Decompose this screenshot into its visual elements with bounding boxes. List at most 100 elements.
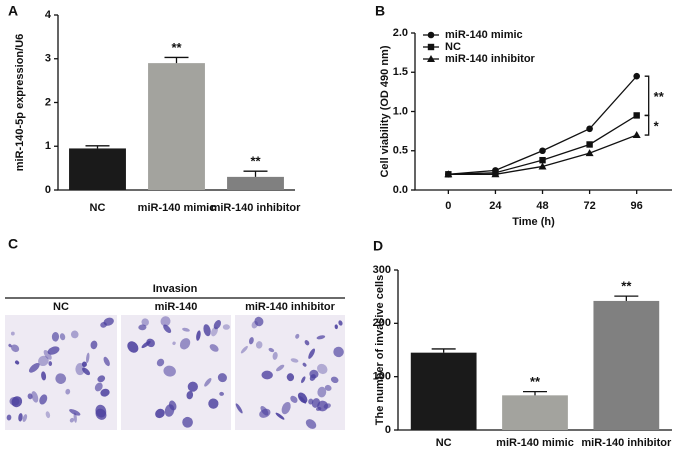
- cell: [268, 347, 275, 353]
- x-tick-label: NC: [90, 202, 106, 214]
- cell: [333, 346, 344, 358]
- y-tick-label: 2.0: [393, 27, 408, 39]
- cell: [69, 417, 75, 423]
- marker: [491, 170, 500, 178]
- cell: [208, 398, 219, 409]
- cell: [323, 403, 331, 409]
- y-tick-label: 4: [45, 9, 52, 21]
- cell: [156, 358, 165, 367]
- x-tick-label: 0: [445, 200, 451, 212]
- cell: [316, 335, 326, 340]
- bar: [69, 148, 126, 190]
- cell: [187, 381, 198, 392]
- marker: [633, 72, 640, 80]
- cell: [81, 361, 87, 367]
- image-panel-title: Invasion: [153, 283, 198, 295]
- significance: **: [654, 89, 665, 104]
- cell: [315, 406, 322, 411]
- cell: [302, 362, 307, 367]
- cell: [182, 416, 193, 428]
- cell: [48, 361, 53, 366]
- y-tick-label: 0: [385, 424, 391, 436]
- cell: [338, 320, 343, 326]
- legend-label: NC: [445, 41, 461, 53]
- cell: [146, 338, 155, 348]
- marker: [633, 112, 640, 119]
- cell: [301, 376, 306, 384]
- bar: [227, 176, 284, 190]
- cell: [27, 393, 33, 400]
- cell: [222, 324, 230, 330]
- cell: [103, 356, 110, 367]
- cell: [179, 338, 191, 350]
- cell: [95, 404, 107, 418]
- cell: [324, 384, 332, 391]
- cell: [160, 316, 171, 327]
- marker: [586, 141, 593, 148]
- legend-marker: [427, 31, 435, 39]
- marker: [538, 162, 547, 170]
- y-tick-label: 0: [45, 184, 51, 196]
- panel-label: D: [373, 238, 383, 254]
- cell: [127, 341, 139, 353]
- cell: [334, 324, 338, 330]
- cell: [308, 348, 315, 359]
- cell: [217, 373, 227, 383]
- cell: [38, 355, 49, 367]
- significance: **: [621, 279, 632, 294]
- cell: [240, 345, 248, 354]
- marker: [585, 149, 594, 157]
- cell: [47, 346, 60, 355]
- legend-label: miR-140 inhibitor: [445, 53, 536, 65]
- y-tick-label: 200: [373, 317, 391, 329]
- cell: [299, 396, 307, 404]
- micrograph: [121, 315, 231, 430]
- bracket: [644, 114, 650, 136]
- cell: [317, 386, 327, 398]
- y-tick-label: 3: [45, 53, 51, 65]
- cell: [11, 396, 23, 408]
- cell: [75, 362, 85, 376]
- cell: [172, 341, 176, 346]
- cell: [248, 337, 254, 345]
- cell: [259, 408, 271, 418]
- bar: [148, 63, 205, 190]
- marker: [586, 125, 593, 133]
- cell: [8, 343, 12, 348]
- cell: [41, 371, 47, 381]
- x-tick-label: 48: [536, 200, 548, 212]
- cell: [196, 330, 201, 341]
- bracket: [644, 75, 650, 117]
- cell: [203, 324, 211, 337]
- bar: [502, 395, 568, 430]
- cell: [261, 370, 273, 380]
- cell: [163, 365, 176, 377]
- significance: **: [171, 40, 182, 55]
- x-tick-label: NC: [436, 437, 452, 449]
- cell: [219, 391, 225, 396]
- y-tick-label: 1.0: [393, 105, 408, 117]
- cell: [10, 331, 15, 336]
- cell: [90, 340, 98, 350]
- cell: [103, 317, 114, 326]
- cell: [43, 350, 52, 360]
- y-axis-title: Cell viability (OD 490 nm): [379, 45, 391, 177]
- cell: [204, 378, 212, 387]
- cell: [272, 351, 278, 360]
- cell: [330, 376, 339, 384]
- cell: [213, 320, 221, 330]
- cell: [51, 331, 60, 342]
- cell: [275, 412, 285, 420]
- cell: [6, 414, 12, 421]
- cell: [281, 401, 291, 415]
- x-tick-label: 24: [489, 200, 502, 212]
- x-tick-label: miR-140 mimic: [496, 437, 574, 449]
- cell: [141, 318, 149, 327]
- y-tick-label: 0.0: [393, 184, 408, 196]
- x-tick-label: miR-140 inhibitor: [211, 202, 302, 214]
- cell: [59, 333, 66, 341]
- y-tick-label: 100: [373, 371, 391, 383]
- y-tick-label: 1: [45, 140, 51, 152]
- y-axis-title: miR-140-5p expression/U6: [14, 34, 26, 172]
- cell: [65, 388, 71, 395]
